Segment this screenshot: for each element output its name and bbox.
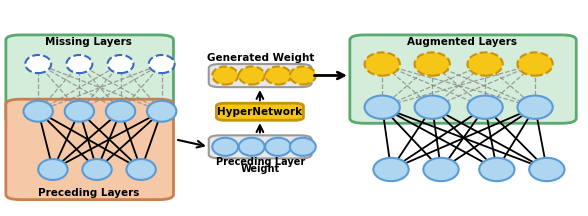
Ellipse shape bbox=[149, 55, 175, 73]
FancyBboxPatch shape bbox=[6, 35, 173, 123]
Ellipse shape bbox=[423, 158, 459, 181]
FancyBboxPatch shape bbox=[6, 99, 173, 200]
Ellipse shape bbox=[126, 159, 156, 180]
Text: HyperNetwork: HyperNetwork bbox=[218, 107, 302, 117]
Ellipse shape bbox=[290, 138, 316, 156]
Ellipse shape bbox=[415, 52, 450, 76]
Ellipse shape bbox=[108, 55, 133, 73]
Ellipse shape bbox=[82, 159, 112, 180]
Text: Preceding Layers: Preceding Layers bbox=[38, 188, 139, 198]
FancyBboxPatch shape bbox=[209, 135, 312, 159]
Ellipse shape bbox=[66, 55, 92, 73]
Ellipse shape bbox=[365, 52, 400, 76]
Ellipse shape bbox=[265, 67, 291, 84]
Ellipse shape bbox=[479, 158, 514, 181]
FancyBboxPatch shape bbox=[209, 64, 312, 87]
Ellipse shape bbox=[24, 101, 53, 122]
Ellipse shape bbox=[365, 95, 400, 119]
Ellipse shape bbox=[517, 95, 553, 119]
Ellipse shape bbox=[65, 101, 94, 122]
Ellipse shape bbox=[373, 158, 409, 181]
Ellipse shape bbox=[415, 95, 450, 119]
Ellipse shape bbox=[265, 138, 291, 156]
Ellipse shape bbox=[38, 159, 68, 180]
Text: Missing Layers: Missing Layers bbox=[45, 37, 132, 47]
Ellipse shape bbox=[147, 101, 176, 122]
Ellipse shape bbox=[467, 95, 503, 119]
FancyBboxPatch shape bbox=[350, 35, 576, 123]
Ellipse shape bbox=[239, 67, 265, 84]
Text: Preceding Layer: Preceding Layer bbox=[216, 157, 305, 167]
FancyBboxPatch shape bbox=[216, 103, 303, 120]
Ellipse shape bbox=[106, 101, 135, 122]
Ellipse shape bbox=[25, 55, 51, 73]
Text: Generated Weight: Generated Weight bbox=[207, 53, 314, 63]
Ellipse shape bbox=[517, 52, 553, 76]
Ellipse shape bbox=[212, 67, 238, 84]
Text: Augmented Layers: Augmented Layers bbox=[406, 37, 517, 47]
Ellipse shape bbox=[239, 138, 265, 156]
Ellipse shape bbox=[529, 158, 564, 181]
Ellipse shape bbox=[467, 52, 503, 76]
Ellipse shape bbox=[212, 138, 238, 156]
Ellipse shape bbox=[290, 67, 316, 84]
Text: Weight: Weight bbox=[241, 165, 280, 175]
